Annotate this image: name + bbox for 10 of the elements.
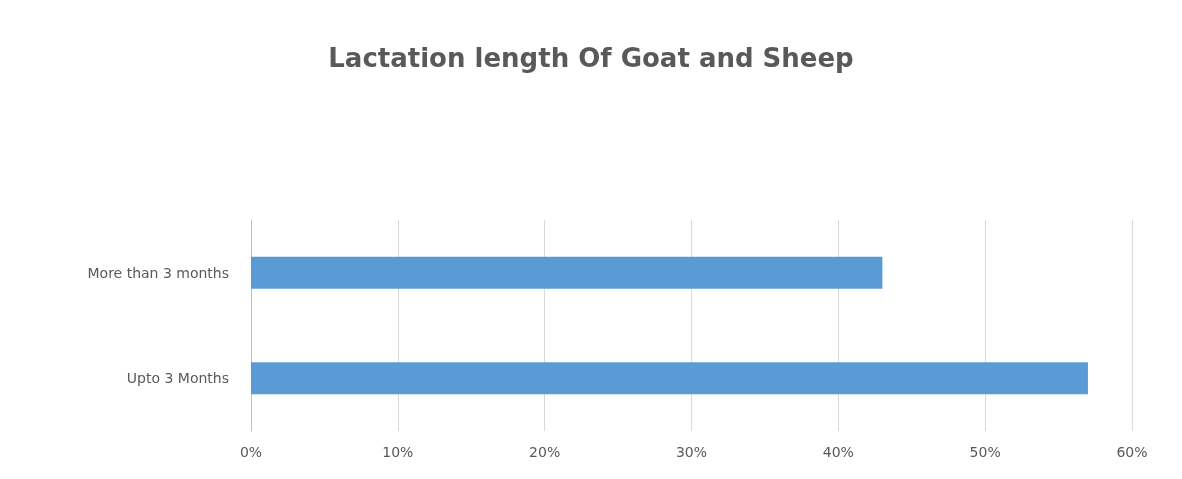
x-tick-label: 50% xyxy=(969,444,1001,460)
x-tick-label: 0% xyxy=(239,444,263,460)
x-tick-label: 20% xyxy=(529,444,561,460)
chart-title: Lactation length Of Goat and Sheep xyxy=(328,43,854,73)
x-tick-label: 40% xyxy=(822,444,854,460)
x-tick-label: 30% xyxy=(675,444,708,460)
x-tick-label: 60% xyxy=(1116,444,1148,460)
x-tick-label: 10% xyxy=(382,444,414,460)
y-tick-label: More than 3 months xyxy=(87,264,229,281)
y-tick-label: Upto 3 Months xyxy=(126,370,229,387)
